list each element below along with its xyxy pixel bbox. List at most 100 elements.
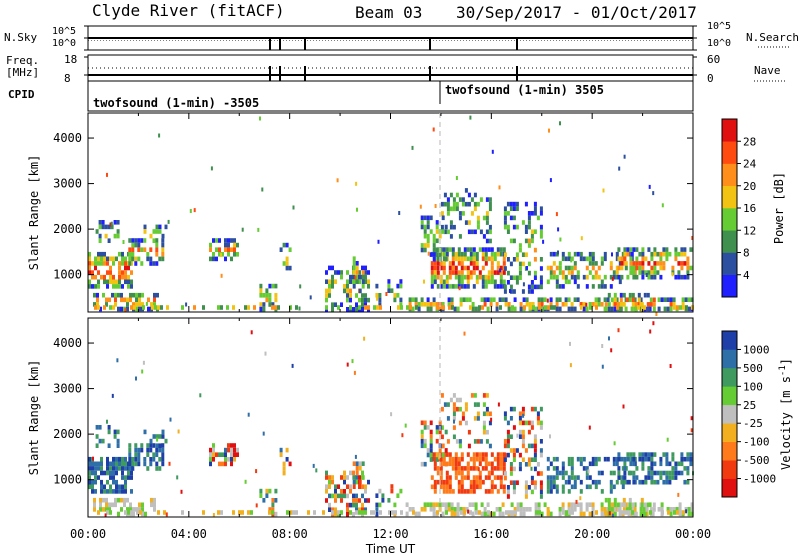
echo-cell (475, 466, 479, 471)
echo-cell (533, 457, 537, 462)
echo-cell (289, 305, 292, 310)
echo-cell (224, 457, 227, 462)
echo-cell (128, 238, 132, 243)
echo-cell (346, 284, 349, 289)
echo-cell (140, 247, 144, 252)
echo-cell (539, 489, 543, 495)
echo-cell (483, 511, 487, 517)
echo-cell (103, 256, 106, 262)
echo-cell (672, 297, 676, 302)
echo-cell (325, 297, 328, 303)
echo-cell (100, 274, 103, 280)
echo-cell (420, 247, 424, 253)
echo-cell (661, 510, 664, 515)
echo-cell (259, 283, 263, 289)
echo-cell (131, 256, 135, 262)
echo-cell (609, 484, 613, 490)
echo-cell (469, 261, 473, 266)
echo-cell (623, 247, 627, 252)
echo-cell (430, 284, 434, 289)
echo-cell (112, 284, 115, 289)
echo-cell (546, 489, 550, 494)
echo-cell (461, 416, 465, 421)
echo-cell (134, 452, 138, 457)
echo-cell (597, 479, 601, 485)
echo-cell (665, 461, 669, 467)
echo-cell (683, 247, 687, 252)
echo-cell (93, 497, 96, 503)
echo-cell (619, 297, 623, 303)
echo-cell (665, 247, 669, 252)
echo-cell (432, 243, 436, 248)
echo-cell (343, 479, 346, 485)
echo-cell (606, 297, 610, 302)
echo-cell (436, 256, 440, 262)
echo-cell (533, 480, 537, 485)
echo-cell (510, 502, 514, 507)
echo-cell (420, 443, 424, 449)
echo-cell (436, 305, 439, 310)
echo-cell (367, 297, 370, 303)
echo-cell (533, 452, 537, 458)
power-colorbar-tick-label: 28 (743, 135, 756, 148)
nsearch-tick-top: 10^5 (707, 21, 732, 32)
echo-cell (641, 247, 645, 252)
echo-cell (268, 293, 272, 298)
echo-cell (436, 265, 440, 271)
echo-cell (346, 293, 349, 298)
echo-cell (346, 493, 349, 499)
echo-cell (130, 279, 133, 285)
echo-cell (486, 502, 490, 507)
echo-cell (279, 447, 283, 453)
echo-cell (455, 192, 459, 198)
echo-cell (102, 292, 105, 298)
echo-cell (88, 284, 91, 289)
echo-cell (113, 220, 117, 225)
echo-cell (107, 443, 111, 448)
echo-cell (100, 251, 103, 257)
echo-cell (570, 502, 574, 507)
echo-point (354, 275, 357, 280)
echo-cell (512, 257, 516, 262)
echo-cell (588, 484, 592, 490)
echo-cell (116, 229, 120, 234)
echo-cell (117, 511, 120, 517)
echo-cell (619, 510, 622, 515)
echo-cell (452, 206, 456, 212)
echo-cell (140, 443, 144, 448)
echo-cell (622, 302, 626, 307)
echo-cell (124, 279, 127, 285)
cpid-mode-1: twofsound (1-min) -3505 (93, 96, 260, 110)
echo-cell (555, 302, 559, 307)
echo-cell (457, 461, 461, 467)
echo-cell (439, 265, 443, 271)
echo-cell (453, 306, 457, 312)
echo-cell (440, 406, 444, 412)
echo-cell (390, 484, 394, 489)
echo-cell (420, 224, 424, 230)
echo-cell (259, 493, 263, 498)
echo-cell (490, 470, 494, 476)
echo-cell (121, 475, 124, 480)
echo-cell (458, 443, 462, 449)
echo-cell (456, 511, 460, 517)
echo-cell (480, 511, 484, 517)
echo-cell (227, 443, 230, 448)
echo-cell (502, 484, 506, 490)
echo-point (247, 412, 250, 417)
echo-cell (388, 510, 391, 515)
echo-cell (474, 502, 478, 507)
echo-cell (645, 511, 649, 517)
echo-cell (105, 302, 108, 307)
echo-cell (530, 425, 534, 430)
echo-cell (420, 215, 424, 221)
echo-cell (546, 475, 550, 480)
echo-cell (124, 270, 127, 275)
echo-cell (149, 233, 153, 239)
echo-cell (564, 297, 568, 302)
echo-cell (475, 251, 479, 257)
echo-cell (141, 507, 144, 512)
echo-cell (567, 265, 571, 271)
echo-cell (519, 507, 523, 512)
echo-cell (617, 274, 621, 280)
